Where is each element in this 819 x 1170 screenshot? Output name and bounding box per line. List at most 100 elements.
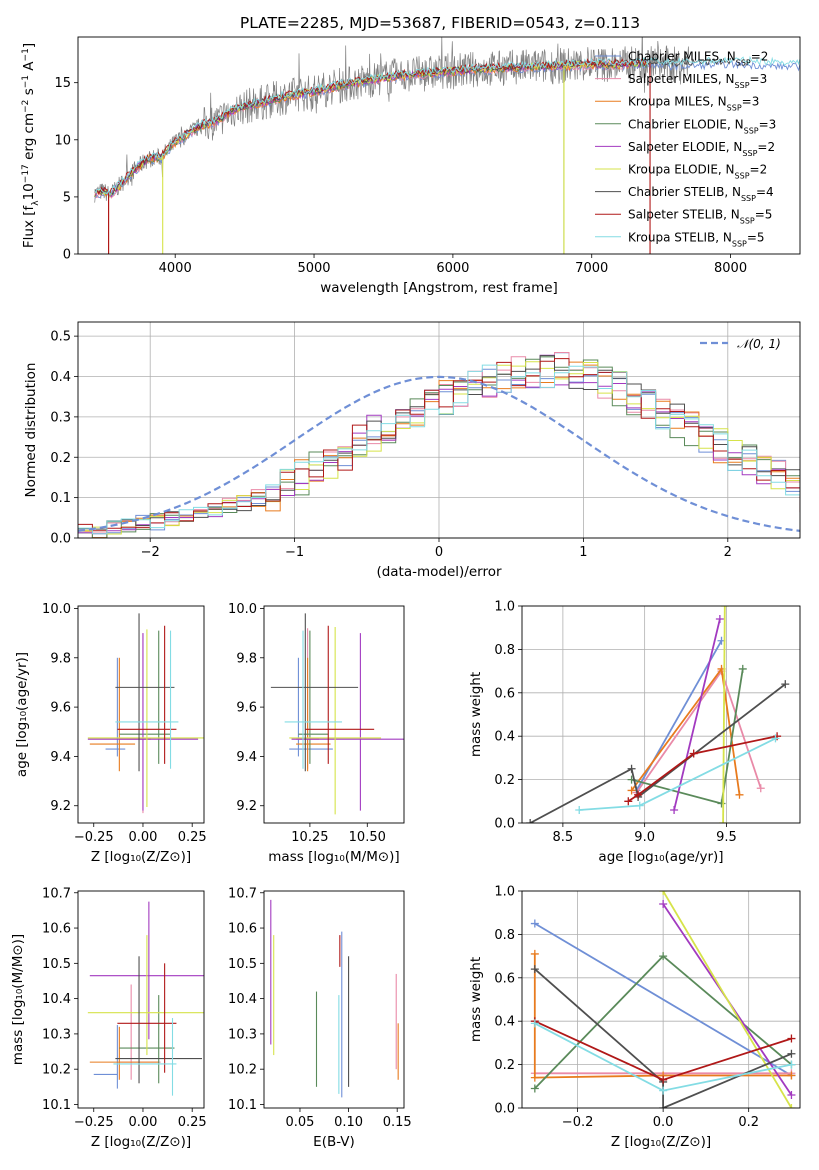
mass-weight-vs-age-panel: 8.5 9.0 9.5 0.0 0.2 0.4 0.6 0.8 1.0 age [log₁₀(ag… bbox=[468, 600, 801, 865]
y-tick-label: 10.4 bbox=[228, 992, 257, 1007]
y-axis-label: Flux [fλ10−17 erg cm−2 s−1 A−1] bbox=[21, 43, 41, 248]
y-tick-label: 0.8 bbox=[494, 643, 515, 658]
x-tick-label: 10.50 bbox=[349, 830, 386, 845]
model-spectrum-kroupa-stelib bbox=[94, 55, 800, 197]
axes-frame bbox=[263, 890, 405, 1109]
legend-subscript: SSP bbox=[735, 81, 750, 90]
weight-marker bbox=[634, 790, 643, 799]
legend-tail: =3 bbox=[742, 95, 760, 109]
weight-marker bbox=[627, 764, 636, 773]
x-axis-label: (data-model)/error bbox=[376, 564, 502, 580]
spectrum-panel: 4000 5000 6000 7000 8000 0 5 10 15 wavelength [An… bbox=[21, 36, 801, 296]
y-tick-label: 0.3 bbox=[50, 410, 71, 425]
legend-text: Chabrier STELIB, N bbox=[628, 185, 741, 199]
x-tick-label: −0.25 bbox=[74, 1115, 114, 1130]
legend-text: Salpeter MILES, N bbox=[628, 72, 735, 86]
x-tick-label: 0 bbox=[435, 545, 443, 560]
y-tick-label: 10.3 bbox=[42, 1027, 71, 1042]
x-tick-label: −0.2 bbox=[562, 1115, 594, 1130]
weight-marker bbox=[689, 749, 698, 758]
x-tick-label: 0.10 bbox=[334, 1115, 363, 1130]
x-axis-label: Z [log₁₀(Z/Z⊙)] bbox=[91, 1134, 191, 1150]
y-tick-label: 1.0 bbox=[494, 600, 515, 615]
x-tick-label: 1 bbox=[579, 545, 587, 560]
y-tick-label: 0.4 bbox=[494, 1015, 515, 1030]
legend-text: Kroupa ELODIE, N bbox=[628, 163, 735, 177]
weight-line bbox=[662, 891, 793, 1108]
y-tick-label: 9.4 bbox=[50, 750, 71, 765]
mass-vs-metallicity-panel: −0.25 0.00 0.25 10.1 10.2 10.3 10.4 10.5 10.6 10.… bbox=[10, 886, 207, 1150]
x-tick-label: 8.5 bbox=[553, 830, 574, 845]
legend-text: Kroupa STELIB, N bbox=[628, 230, 732, 244]
y-axis-label-part: A bbox=[21, 61, 37, 75]
y-tick-label: 10.5 bbox=[42, 957, 71, 972]
y-tick-label: 10 bbox=[54, 133, 71, 148]
weight-marker bbox=[627, 786, 636, 795]
legend-subscript: SSP bbox=[740, 216, 755, 225]
y-tick-label: 1.0 bbox=[494, 885, 515, 900]
y-axis-label-part: λ bbox=[31, 200, 41, 206]
legend-text: Chabrier MILES, N bbox=[628, 50, 736, 64]
legend-subscript: SSP bbox=[744, 126, 759, 135]
y-tick-label: 10.7 bbox=[42, 886, 71, 901]
y-tick-label: 5 bbox=[63, 190, 71, 205]
y-tick-label: 10.7 bbox=[228, 886, 257, 901]
y-tick-label: 10.2 bbox=[42, 1063, 71, 1078]
legend-tail: =2 bbox=[750, 163, 768, 177]
legend-entry: Salpeter STELIB, NSSP=5 bbox=[628, 208, 772, 226]
weight-marker bbox=[530, 1019, 539, 1028]
mass-weight-vs-metallicity-panel: −0.2 0.0 0.2 0.0 0.2 0.4 0.6 0.8 1.0 Z [log₁₀(Z/Z… bbox=[468, 885, 801, 1150]
y-tick-label: 9.2 bbox=[50, 799, 71, 814]
axes-frame bbox=[521, 605, 801, 824]
weight-marker bbox=[787, 1060, 796, 1069]
legend-tail: =2 bbox=[751, 50, 769, 64]
weight-marker bbox=[659, 1086, 668, 1095]
plot-area bbox=[78, 352, 800, 538]
observed-spectrum bbox=[94, 37, 690, 203]
y-tick-label: 0.4 bbox=[494, 730, 515, 745]
weight-marker bbox=[787, 1034, 796, 1043]
plot-area bbox=[526, 606, 790, 823]
x-tick-label: −2 bbox=[141, 545, 160, 560]
weight-marker bbox=[771, 734, 780, 743]
plot-area bbox=[87, 613, 204, 814]
weight-line bbox=[722, 606, 726, 823]
x-tick-label: 0.00 bbox=[128, 830, 157, 845]
weight-marker bbox=[781, 680, 790, 689]
weight-marker bbox=[659, 900, 668, 909]
x-axis-label: E(B-V) bbox=[313, 1134, 355, 1150]
y-axis-label-part: erg cm bbox=[21, 113, 37, 164]
y-tick-label: 0.6 bbox=[494, 686, 515, 701]
legend-subscript: SSP bbox=[742, 148, 757, 157]
weight-marker bbox=[530, 919, 539, 928]
y-tick-label: 0.0 bbox=[494, 817, 515, 832]
weight-marker bbox=[717, 799, 726, 808]
legend-subscript: SSP bbox=[735, 171, 750, 180]
weight-marker bbox=[735, 790, 744, 799]
weight-marker bbox=[530, 1073, 539, 1082]
axes-frame bbox=[77, 605, 205, 824]
legend-subscript: SSP bbox=[727, 103, 742, 112]
weight-marker bbox=[575, 805, 584, 814]
weight-marker bbox=[526, 819, 535, 823]
x-tick-label: 9.5 bbox=[716, 830, 737, 845]
y-tick-label: 10.2 bbox=[228, 1063, 257, 1078]
legend-text: Chabrier ELODIE, N bbox=[628, 117, 744, 131]
weight-marker bbox=[659, 1075, 668, 1084]
weight-marker bbox=[659, 952, 668, 961]
x-tick-label: 0.25 bbox=[178, 1115, 207, 1130]
y-tick-label: 0.1 bbox=[50, 491, 71, 506]
x-tick-label: 5000 bbox=[297, 261, 330, 276]
y-tick-label: 10.0 bbox=[42, 602, 71, 617]
y-axis-label: age [log₁₀(age/yr)] bbox=[14, 652, 30, 777]
x-axis-label: wavelength [Angstrom, rest frame] bbox=[320, 280, 558, 296]
weight-marker bbox=[738, 664, 747, 673]
y-tick-label: 10.1 bbox=[228, 1098, 257, 1113]
weight-marker bbox=[756, 784, 765, 793]
legend-entry: Kroupa MILES, NSSP=3 bbox=[628, 95, 759, 113]
weight-marker bbox=[787, 1071, 796, 1080]
weight-line bbox=[534, 922, 792, 1077]
y-tick-label: 9.6 bbox=[236, 701, 257, 716]
y-axis-label: mass [log₁₀(M/M⊙)] bbox=[10, 934, 26, 1065]
weight-line bbox=[529, 683, 786, 823]
